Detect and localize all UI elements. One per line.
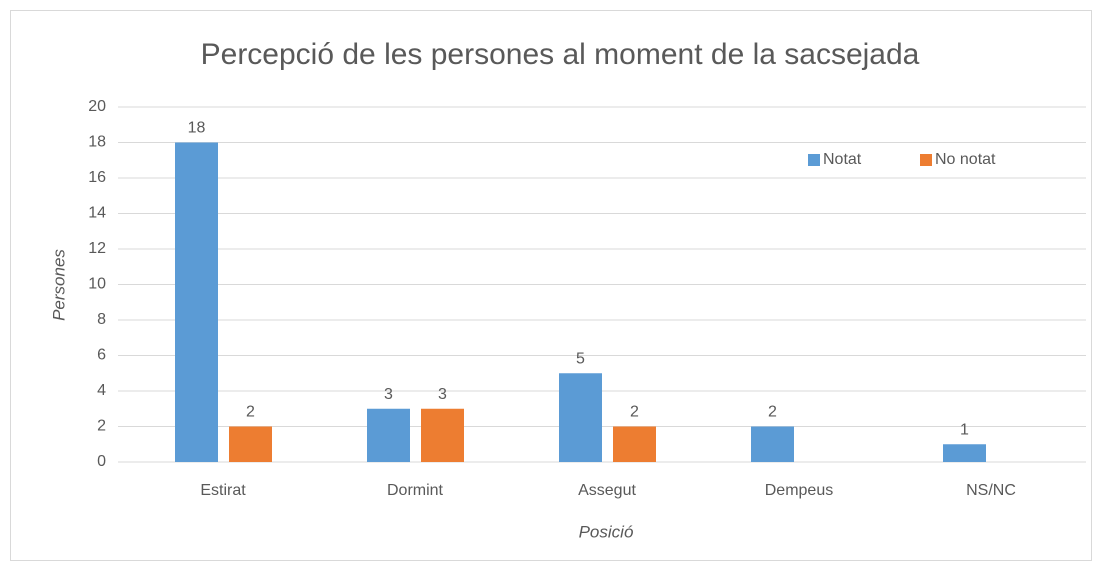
- bar: [367, 408, 410, 462]
- value-label: 2: [246, 404, 255, 421]
- y-tick-label: 4: [97, 382, 106, 399]
- legend-label: Notat: [823, 151, 862, 168]
- legend-label: No notat: [935, 151, 996, 168]
- value-label: 1: [960, 421, 969, 438]
- y-tick-label: 12: [88, 240, 106, 257]
- y-tick-label: 18: [88, 134, 106, 151]
- x-tick-label: Assegut: [578, 482, 636, 499]
- bar: [559, 373, 602, 462]
- value-label: 18: [188, 120, 206, 137]
- legend-swatch: [920, 154, 932, 166]
- y-tick-label: 0: [97, 453, 106, 470]
- legend-swatch: [808, 154, 820, 166]
- bar: [175, 142, 218, 462]
- chart-border: [10, 10, 1092, 561]
- bar: [943, 444, 986, 462]
- y-tick-label: 14: [88, 205, 106, 222]
- value-label: 3: [384, 386, 393, 403]
- value-label: 2: [630, 404, 639, 421]
- x-tick-label: Dempeus: [765, 482, 833, 499]
- value-label: 3: [438, 386, 447, 403]
- x-tick-label: Estirat: [200, 482, 246, 499]
- chart-title: Percepció de les persones al moment de l…: [201, 38, 920, 71]
- bar: [229, 426, 272, 462]
- value-label: 5: [576, 350, 585, 367]
- y-tick-label: 20: [88, 98, 106, 115]
- bar: [613, 426, 656, 462]
- value-label: 2: [768, 404, 777, 421]
- bar: [751, 426, 794, 462]
- y-axis-label: Persones: [49, 249, 68, 321]
- y-tick-label: 6: [97, 347, 106, 364]
- bar: [421, 408, 464, 462]
- x-axis-label: Posició: [579, 522, 634, 541]
- y-tick-label: 16: [88, 169, 106, 186]
- x-tick-label: Dormint: [387, 482, 444, 499]
- y-tick-label: 2: [97, 418, 106, 435]
- x-tick-label: NS/NC: [966, 482, 1016, 499]
- y-tick-label: 10: [88, 276, 106, 293]
- y-tick-label: 8: [97, 311, 106, 328]
